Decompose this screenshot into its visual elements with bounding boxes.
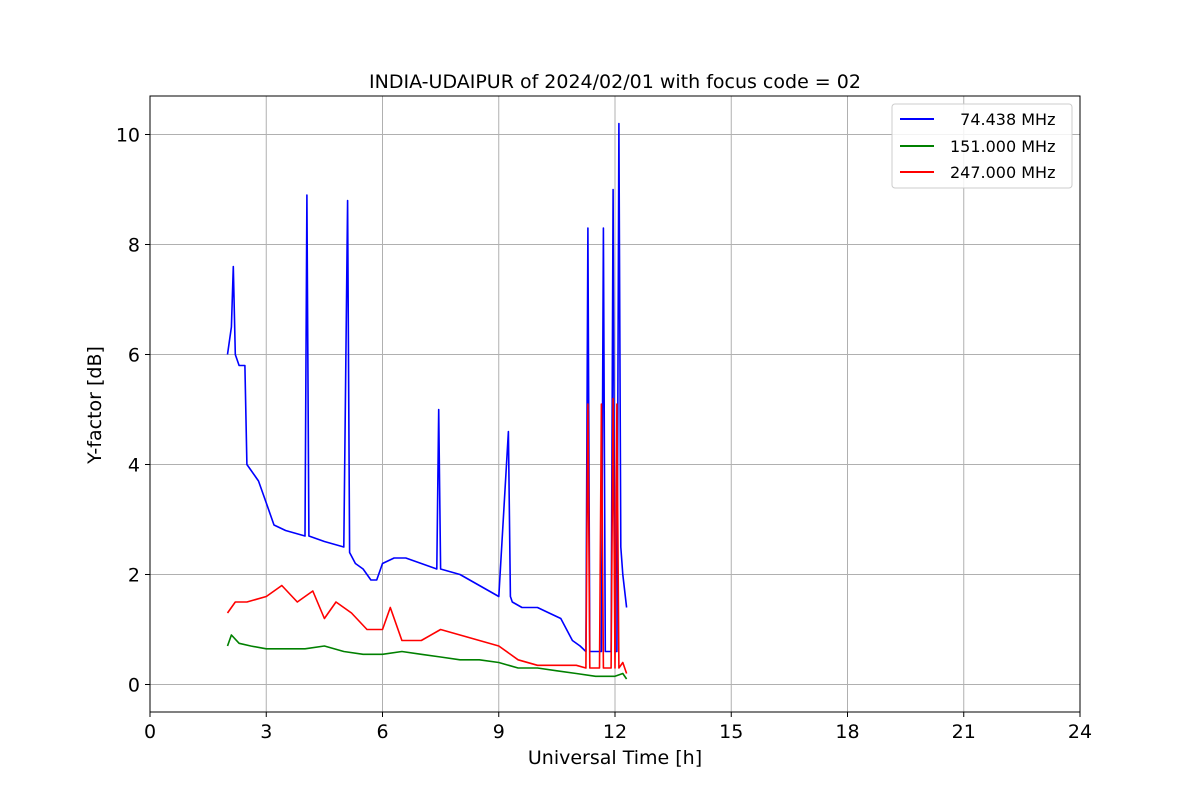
y-tick-label: 8 <box>128 235 140 257</box>
x-tick-label: 18 <box>835 721 859 743</box>
y-tick-label: 10 <box>116 125 140 147</box>
y-tick-label: 4 <box>128 455 140 477</box>
x-tick-label: 9 <box>493 721 505 743</box>
series-layer <box>226 122 628 680</box>
x-tick-label: 0 <box>144 721 156 743</box>
x-tick-label: 6 <box>376 721 388 743</box>
y-tick-label: 6 <box>128 345 140 367</box>
x-tick-label: 3 <box>260 721 272 743</box>
series-line-247mhz <box>226 397 628 674</box>
x-tick-label: 24 <box>1068 721 1092 743</box>
x-axis-label: Universal Time [h] <box>528 747 702 769</box>
y-tick-label: 2 <box>128 565 140 587</box>
legend: 74.438 MHz 151.000 MHz 247.000 MHz <box>891 103 1073 189</box>
legend-box <box>891 103 1073 189</box>
legend-label-247mhz: 247.000 MHz <box>950 163 1055 182</box>
series-line-151mhz <box>226 634 628 680</box>
x-tick-label: 12 <box>603 721 627 743</box>
chart-title: INDIA-UDAIPUR of 2024/02/01 with focus c… <box>369 71 861 93</box>
x-tick-label: 21 <box>952 721 976 743</box>
x-tick-label: 15 <box>719 721 743 743</box>
y-axis-label: Y-factor [dB] <box>84 346 106 465</box>
y-tick-label: 0 <box>128 675 140 697</box>
series-line-74mhz <box>226 122 628 653</box>
legend-label-74mhz: 74.438 MHz <box>950 110 1055 129</box>
legend-label-151mhz: 151.000 MHz <box>950 137 1055 156</box>
